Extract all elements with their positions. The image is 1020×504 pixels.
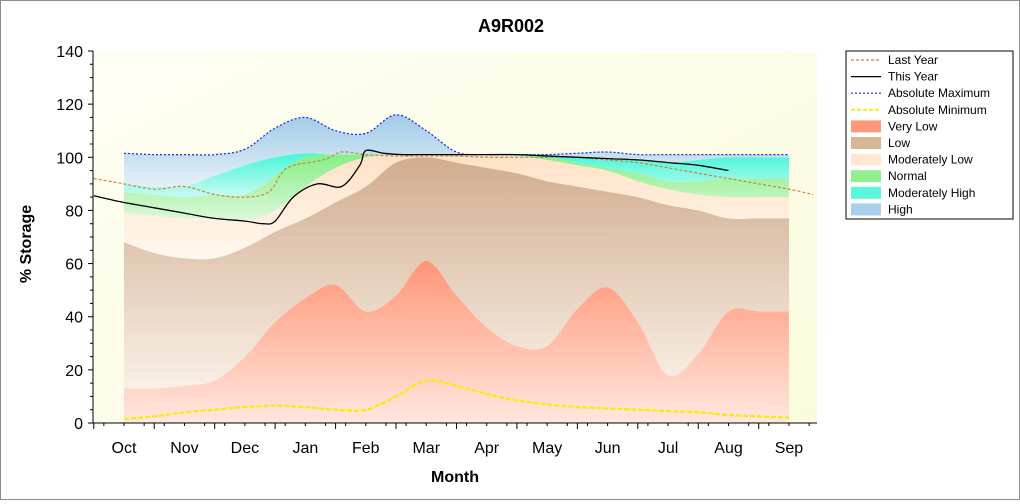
y-tick-label: 140: [56, 44, 83, 61]
legend-label-high: High: [888, 202, 913, 216]
low-band: [124, 157, 789, 389]
legend-label-absolute-maximum: Absolute Maximum: [888, 86, 990, 100]
legend-swatch-moderately-low: [851, 153, 881, 166]
moderately-high-band: [124, 153, 789, 198]
x-tick-label: Feb: [352, 440, 380, 457]
band-areas: [124, 114, 789, 423]
legend-label-absolute-minimum: Absolute Minimum: [888, 103, 987, 117]
x-tick-label: Nov: [170, 440, 198, 457]
legend-swatch-moderately-high: [851, 186, 881, 199]
y-tick-label: 60: [65, 257, 83, 274]
legend-swatch-normal: [851, 170, 881, 183]
x-tick-label: Mar: [412, 440, 440, 457]
x-axis-ticks: Oct Nov Dec Jan Feb Mar Apr May Jun Jul Aug Sep: [93, 423, 810, 457]
x-tick-label: Jul: [658, 440, 678, 457]
y-tick-label: 120: [56, 97, 83, 114]
absolute-maximum-line: [123, 114, 789, 156]
x-tick-label: May: [532, 440, 562, 457]
x-tick-label: Dec: [231, 440, 259, 457]
x-axis-title: Month: [431, 469, 479, 486]
legend-swatch-low: [851, 137, 881, 149]
y-tick-label: 20: [65, 363, 83, 380]
x-tick-label: Jan: [292, 440, 318, 457]
this-year-line: [93, 149, 729, 225]
y-tick-label: 40: [65, 310, 83, 327]
moderately-low-band: [124, 154, 789, 260]
x-tick-label: Apr: [474, 440, 500, 457]
legend-label-low: Low: [888, 136, 910, 150]
high-band: [124, 114, 789, 188]
legend: Last Year This Year Absolute Maximum Absolu…: [845, 50, 1014, 220]
legend-label-this-year: This Year: [888, 70, 938, 84]
normal-band: [124, 154, 789, 222]
series-lines: [93, 114, 814, 421]
legend-swatch-very-low: [851, 120, 881, 133]
legend-label-normal: Normal: [888, 169, 927, 183]
last-year-line: [93, 151, 814, 198]
x-tick-label: Aug: [714, 440, 742, 457]
chart-title: A9R002: [478, 16, 544, 36]
legend-label-last-year: Last Year: [888, 53, 938, 67]
legend-label-moderately-high: Moderately High: [888, 186, 975, 200]
legend-label-very-low: Very Low: [888, 119, 938, 133]
x-tick-label: Jun: [595, 440, 621, 457]
very-low-band: [124, 260, 789, 423]
y-tick-label: 0: [74, 416, 83, 433]
y-tick-label: 100: [56, 150, 83, 167]
x-tick-label: Oct: [112, 440, 137, 457]
legend-label-moderately-low: Moderately Low: [888, 153, 973, 167]
legend-swatch-high: [851, 203, 881, 216]
absolute-minimum-line: [123, 379, 790, 421]
y-axis-ticks: 0 20 40 60 80 100 120 140: [56, 44, 93, 433]
y-tick-label: 80: [65, 203, 83, 220]
y-axis-title: % Storage: [18, 205, 35, 283]
x-tick-label: Sep: [775, 440, 804, 457]
